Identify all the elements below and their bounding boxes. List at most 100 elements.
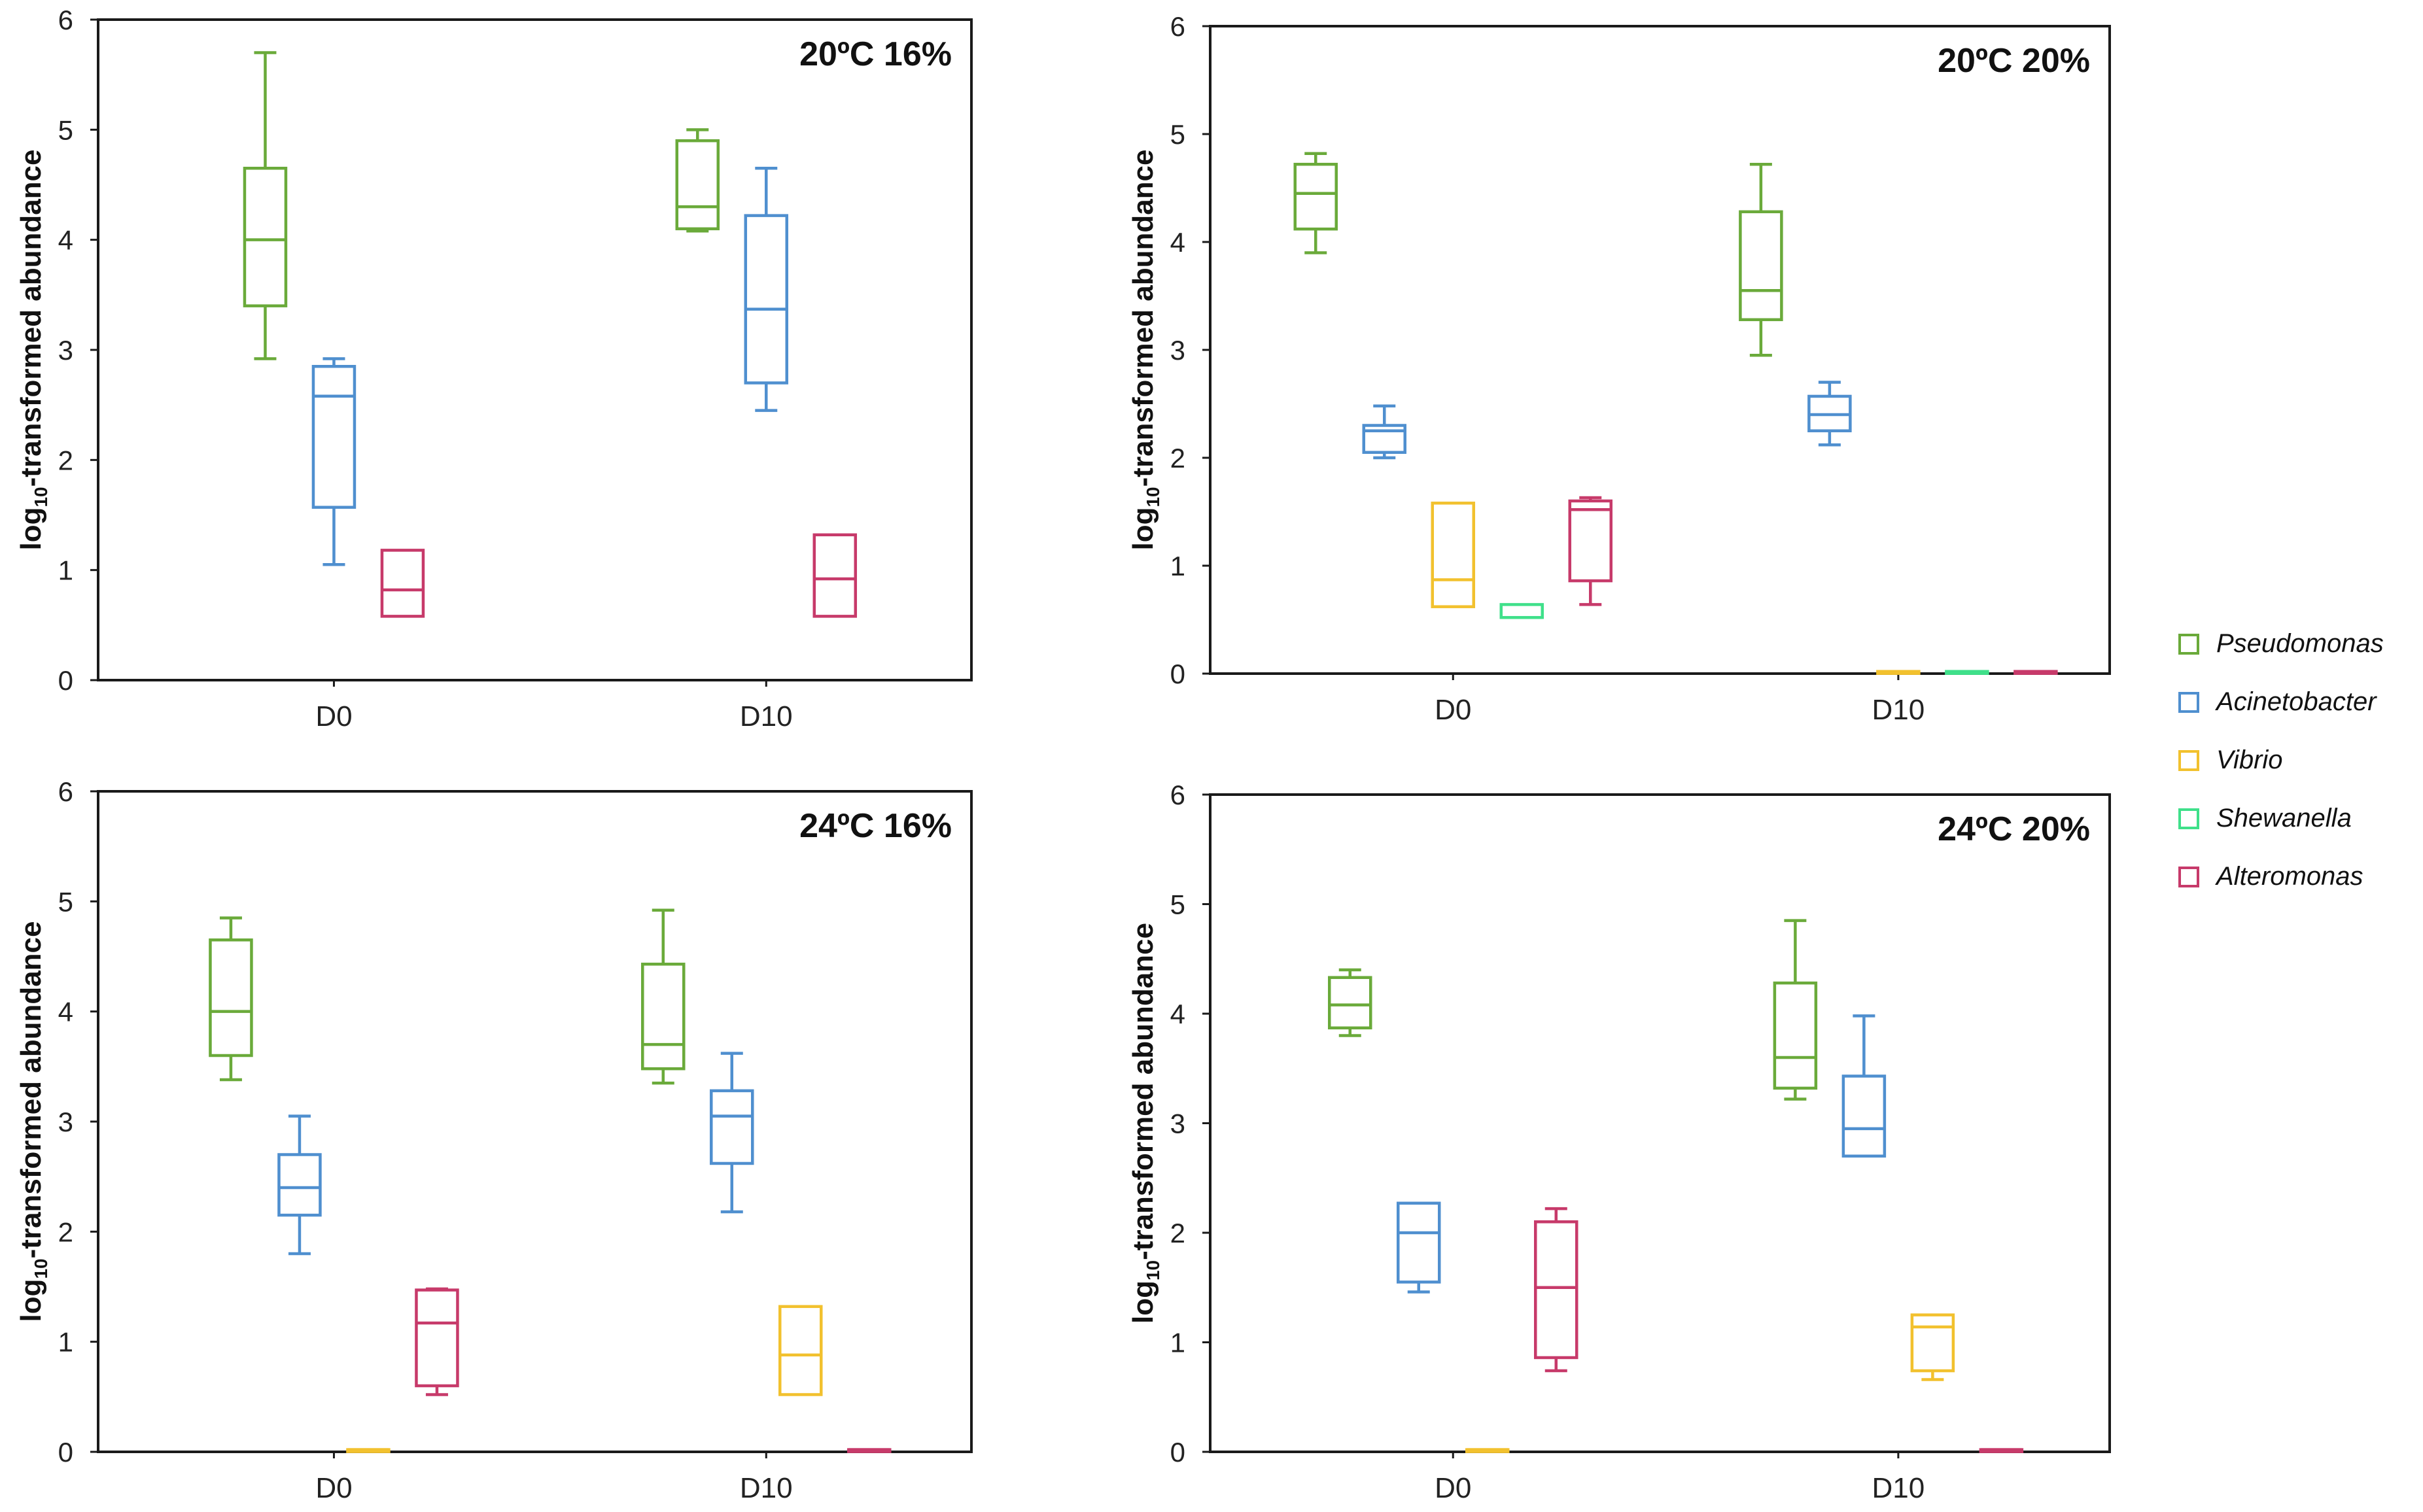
x-tick-label: D10 — [740, 1472, 793, 1504]
box-body — [415, 1288, 459, 1388]
y-tick-label: 6 — [1170, 11, 1185, 42]
y-tick-label: 5 — [1170, 119, 1185, 150]
y-tick-label: 3 — [58, 335, 73, 366]
y-axis-label: log10-transformed abundance — [1127, 923, 1163, 1324]
y-tick-label: 5 — [58, 886, 73, 917]
y-tick-label: 4 — [1170, 999, 1185, 1029]
box-acinetobacter — [710, 1052, 754, 1214]
box-vibrio — [1910, 1313, 1955, 1381]
legend: Pseudomonas Acinetobacter Vibrio Shewane… — [2178, 615, 2414, 906]
y-tick-label: 2 — [1170, 443, 1185, 473]
y-tick-label: 5 — [58, 114, 73, 145]
box-body — [744, 214, 789, 385]
legend-swatch-alteromonas — [2178, 866, 2199, 887]
box-body — [1499, 603, 1544, 619]
box-acinetobacter — [1397, 1201, 1441, 1294]
box-pseudomonas — [1739, 162, 1783, 357]
box-alteromonas — [2013, 670, 2058, 675]
box-pseudomonas — [1328, 968, 1372, 1037]
plot-frame — [97, 790, 973, 1453]
legend-item: Shewanella — [2178, 789, 2414, 848]
panel-20c-20pct: 0 1 2 3 4 5 6 log10-transformed abundance 20ºC 2… — [1127, 11, 2111, 726]
box-vibrio — [346, 1448, 391, 1453]
y-axis-label: log10-transformed abundance — [15, 921, 51, 1322]
panel-20c-16pct: 0 1 2 3 4 5 6 log10-transformed abundance 20ºC 1… — [15, 5, 973, 732]
box-shewanella — [1499, 603, 1544, 619]
box-vibrio — [778, 1305, 823, 1396]
box-body — [1328, 976, 1372, 1030]
legend-swatch-shewanella — [2178, 808, 2199, 829]
box-body — [277, 1153, 322, 1217]
y-tick-label: 4 — [58, 997, 73, 1027]
y-tick-label: 1 — [1170, 551, 1185, 581]
y-tick-label: 4 — [1170, 227, 1185, 258]
box-acinetobacter — [744, 167, 789, 412]
y-tick-label: 2 — [58, 1216, 73, 1247]
box-body — [641, 963, 686, 1071]
legend-item: Pseudomonas — [2178, 615, 2414, 673]
legend-item: Vibrio — [2178, 731, 2414, 789]
box-alteromonas — [415, 1287, 459, 1396]
box-acinetobacter — [1807, 381, 1852, 447]
panel-title: 24ºC 20% — [1938, 810, 2090, 848]
x-tick-label: D10 — [1872, 1472, 1925, 1504]
plot-frame — [1209, 793, 2111, 1453]
box-body — [1362, 424, 1406, 454]
legend-label: Alteromonas — [2216, 862, 2363, 891]
x-tick-label: D0 — [315, 700, 352, 732]
panel-title: 24ºC 16% — [799, 807, 952, 845]
y-axis-label: log10-transformed abundance — [1127, 149, 1163, 550]
x-tick-label: D10 — [740, 700, 793, 732]
box-pseudomonas — [209, 916, 253, 1082]
panel-title: 20ºC 20% — [1938, 42, 2090, 80]
x-tick-label: D0 — [315, 1472, 352, 1504]
y-tick-label: 0 — [58, 1437, 73, 1468]
legend-item: Acinetobacter — [2178, 673, 2414, 731]
plot-frame — [1209, 25, 2111, 675]
box-acinetobacter — [1362, 404, 1406, 460]
y-tick-label: 0 — [1170, 659, 1185, 689]
box-body — [710, 1089, 754, 1165]
legend-swatch-pseudomonas — [2178, 633, 2199, 655]
legend-swatch-acinetobacter — [2178, 691, 2199, 713]
panel-title: 20ºC 16% — [799, 35, 952, 73]
y-axis-label: log10-transformed abundance — [15, 149, 51, 550]
box-body — [1841, 1074, 1887, 1158]
legend-item: Alteromonas — [2178, 848, 2414, 906]
y-tick-label: 1 — [1170, 1328, 1185, 1358]
box-vibrio — [1431, 502, 1475, 608]
y-tick-label: 3 — [1170, 1108, 1185, 1139]
box-shewanella — [1945, 670, 1989, 675]
box-pseudomonas — [675, 128, 720, 233]
legend-label: Shewanella — [2216, 804, 2352, 833]
box-body — [1431, 502, 1475, 608]
y-tick-label: 5 — [1170, 889, 1185, 920]
y-tick-label: 0 — [58, 665, 73, 696]
box-body — [675, 139, 720, 231]
box-body — [1773, 981, 1818, 1090]
legend-label: Vibrio — [2216, 746, 2283, 774]
box-body — [209, 938, 253, 1057]
box-alteromonas — [380, 549, 425, 618]
box-body — [1397, 1201, 1441, 1284]
x-tick-label: D0 — [1435, 694, 1471, 726]
box-acinetobacter — [277, 1114, 322, 1256]
box-body — [1739, 210, 1783, 322]
legend-swatch-vibrio — [2178, 749, 2199, 771]
box-vibrio — [1876, 670, 1921, 675]
y-tick-label: 6 — [1170, 780, 1185, 810]
box-body — [812, 533, 858, 618]
y-tick-label: 6 — [58, 776, 73, 807]
legend-label: Acinetobacter — [2216, 687, 2377, 716]
box-alteromonas — [1979, 1448, 2024, 1453]
panel-24c-16pct: 0 1 2 3 4 5 6 log10-transformed abundance 24ºC 1… — [15, 776, 973, 1504]
y-tick-label: 3 — [1170, 335, 1185, 366]
box-pseudomonas — [1773, 919, 1818, 1101]
x-tick-label: D0 — [1435, 1472, 1471, 1504]
x-tick-label: D10 — [1872, 694, 1925, 726]
box-body — [311, 365, 357, 509]
box-acinetobacter — [311, 357, 357, 566]
y-tick-label: 2 — [1170, 1218, 1185, 1248]
box-body — [1534, 1220, 1578, 1360]
